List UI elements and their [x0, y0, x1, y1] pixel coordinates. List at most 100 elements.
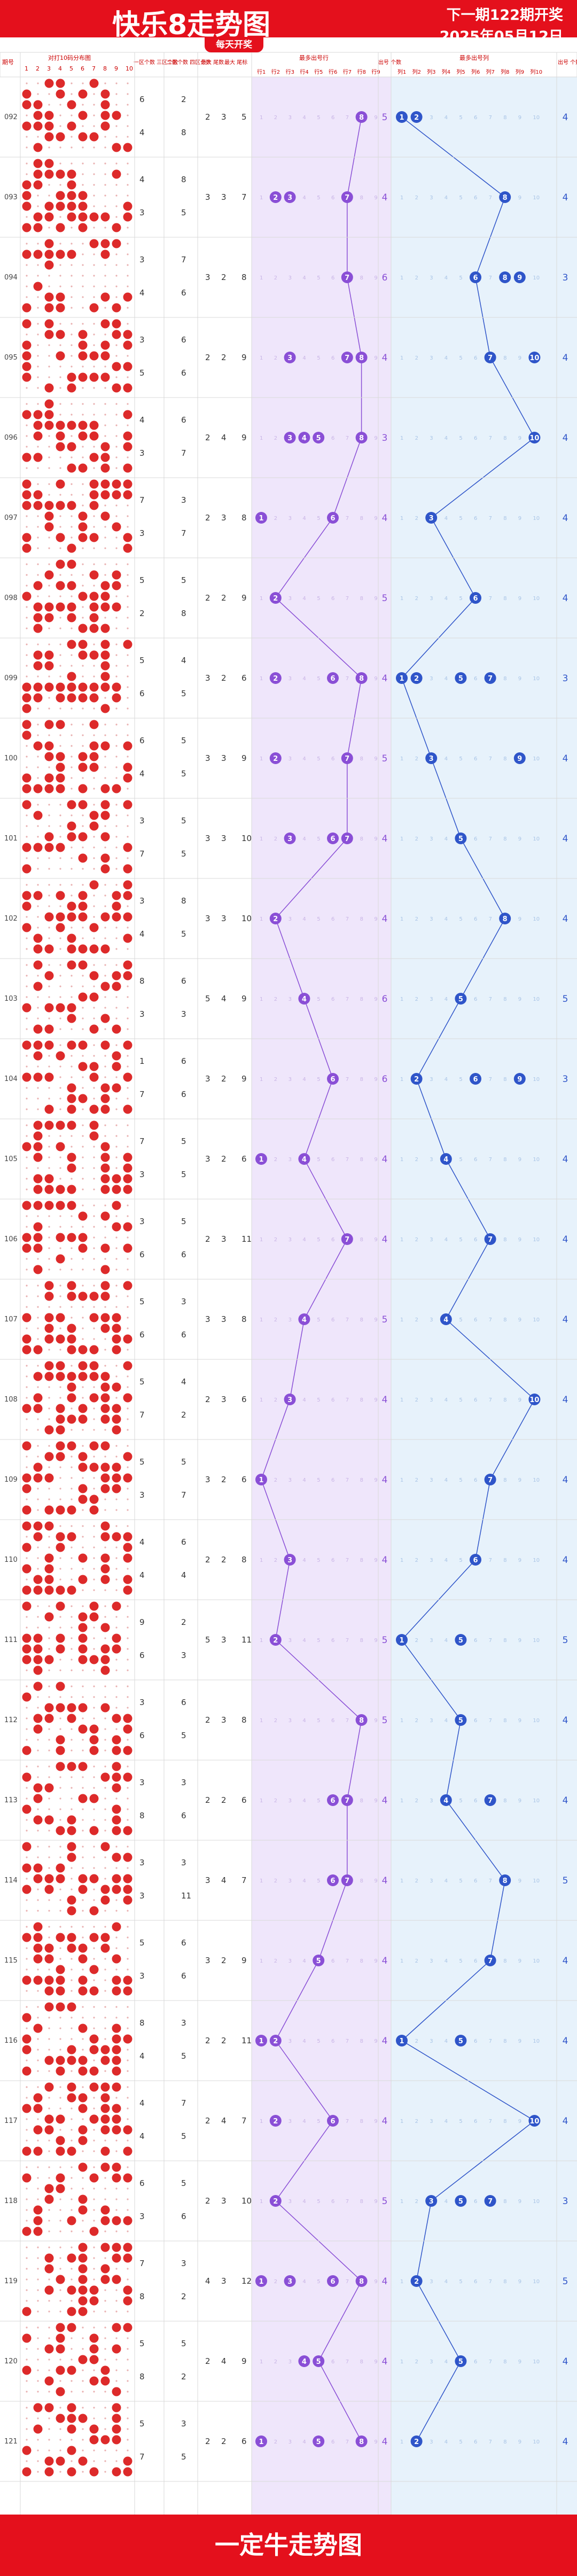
- max-tail-value: 6: [241, 1795, 247, 1805]
- tail-miss: 5: [317, 676, 320, 682]
- distribution-ball: [67, 1943, 76, 1953]
- distribution-ball: [78, 1575, 88, 1584]
- distribution-dot: [93, 868, 95, 870]
- section-ball-label: 5: [458, 1637, 463, 1645]
- max-tail-value: 3: [221, 834, 227, 843]
- section-miss: 5: [459, 1237, 462, 1243]
- distribution-dot: [104, 2257, 106, 2259]
- distribution-ball: [44, 2253, 54, 2263]
- distribution-dot: [48, 1397, 50, 1399]
- distribution-dot: [37, 1258, 39, 1260]
- distribution-dot: [48, 1268, 50, 1271]
- distribution-ball: [22, 2066, 32, 2076]
- issue-number: 113: [4, 1796, 18, 1804]
- zone-count: 6: [181, 1089, 186, 1099]
- tail-miss: 3: [288, 275, 292, 281]
- distribution-dot: [37, 857, 39, 859]
- tail-miss: 8: [360, 596, 363, 602]
- distribution-dot: [26, 1717, 28, 1719]
- tail-ball-label: 2: [273, 2198, 278, 2206]
- tail-miss: 3: [288, 997, 292, 1002]
- distribution-dot: [104, 136, 106, 138]
- distribution-dot: [82, 264, 84, 266]
- distribution-dot: [26, 1947, 28, 1949]
- distribution-ball: [22, 864, 32, 874]
- tail-miss: 4: [302, 2439, 306, 2445]
- tail-ball-label: 6: [330, 1797, 335, 1805]
- tail-miss: 7: [346, 997, 349, 1002]
- tail-miss: 5: [317, 275, 320, 281]
- section-out-count: 4: [563, 753, 568, 764]
- distribution-ball: [22, 1484, 32, 1493]
- distribution-ball: [67, 1532, 76, 1542]
- section-ball: [410, 111, 423, 123]
- distribution-dot: [82, 2449, 84, 2452]
- distribution-dot: [26, 643, 28, 645]
- distribution-dot: [82, 2049, 84, 2051]
- section-miss: 2: [415, 1558, 418, 1563]
- distribution-dot: [115, 948, 118, 950]
- distribution-ball: [78, 2194, 88, 2204]
- section-miss: 6: [474, 1798, 477, 1804]
- distribution-dot: [115, 777, 118, 779]
- distribution-dot: [127, 1648, 129, 1650]
- distribution-dot: [71, 1488, 73, 1490]
- tail-miss: 4: [302, 2038, 306, 2044]
- section-ball: [528, 1394, 541, 1405]
- distribution-ball: [112, 1334, 121, 1344]
- section-ball-label: 4: [443, 1156, 448, 1164]
- distribution-dot: [82, 574, 84, 576]
- distribution-ball: [100, 784, 110, 793]
- distribution-ball: [33, 613, 43, 622]
- distribution-dot: [48, 146, 50, 149]
- max-tail-value: 10: [241, 834, 252, 843]
- distribution-dot: [37, 194, 39, 197]
- distribution-ball: [67, 442, 76, 452]
- distribution-dot: [48, 1215, 50, 1217]
- distribution-ball: [78, 533, 88, 542]
- distribution-dot: [127, 2380, 129, 2382]
- section-miss: 9: [518, 2439, 521, 2445]
- section-miss: 1: [400, 1317, 403, 1323]
- tail-ball-label: 3: [287, 354, 292, 362]
- section-miss: 8: [503, 1077, 506, 1083]
- distribution-ball: [123, 1104, 132, 1114]
- zone-count: 3: [139, 1217, 145, 1226]
- distribution-ball: [56, 1863, 65, 1873]
- distribution-dot: [115, 2369, 118, 2371]
- section-ball: [396, 672, 408, 684]
- distribution-ball: [112, 1735, 121, 1745]
- distribution-ball: [78, 1094, 88, 1103]
- distribution-ball: [22, 100, 32, 110]
- tail-miss: 1: [260, 1317, 263, 1323]
- section-miss: 10: [533, 1237, 540, 1243]
- distribution-dot: [71, 365, 73, 368]
- tail-ball: [341, 271, 353, 283]
- distribution-ball: [33, 1404, 43, 1413]
- tail-miss: 5: [317, 1878, 320, 1884]
- distribution-dot: [82, 2326, 84, 2329]
- tail-miss: 2: [274, 2439, 277, 2445]
- distribution-dot: [127, 194, 129, 197]
- distribution-dot: [59, 414, 61, 416]
- distribution-ball: [67, 1120, 76, 1130]
- section-miss: 8: [503, 676, 506, 682]
- distribution-ball: [33, 169, 43, 179]
- distribution-dot: [127, 1098, 129, 1100]
- distribution-dot: [26, 1498, 28, 1500]
- distribution-dot: [115, 2139, 118, 2142]
- max-tail-value: 6: [241, 1475, 247, 1484]
- tail-miss: 4: [302, 115, 306, 121]
- distribution-ball: [56, 303, 65, 313]
- distribution-ball: [22, 1521, 32, 1531]
- max-tail-value: 9: [241, 753, 247, 763]
- distribution-ball: [100, 1885, 110, 1894]
- section-miss: 5: [459, 2439, 462, 2445]
- tail-ball: [269, 752, 282, 764]
- distribution-ball: [89, 2227, 99, 2236]
- section-miss: 10: [533, 1878, 540, 1884]
- distribution-dot: [48, 766, 50, 768]
- distribution-dot: [26, 1215, 28, 1217]
- section-miss: 3: [430, 2359, 433, 2365]
- distribution-dot: [48, 2310, 50, 2313]
